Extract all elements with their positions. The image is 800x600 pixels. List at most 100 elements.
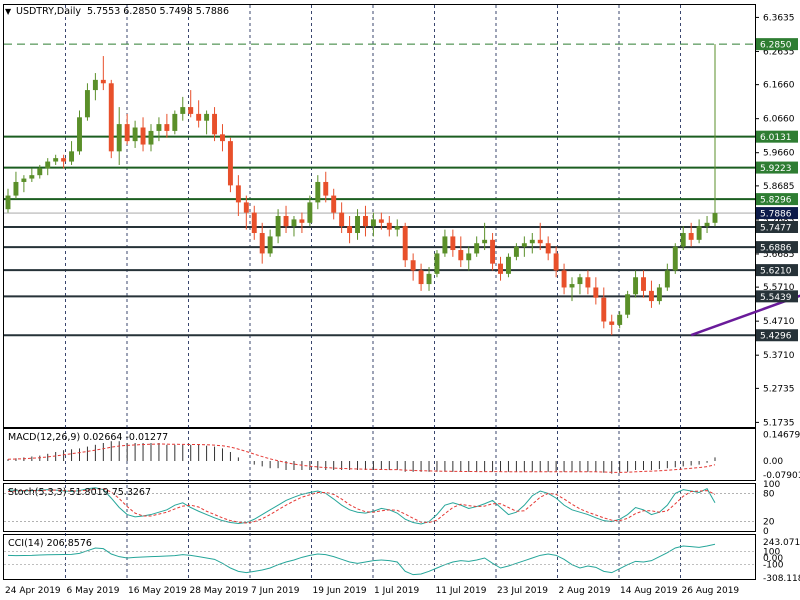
- candle-up: [466, 253, 472, 261]
- level-tag-bg: [756, 207, 798, 220]
- candle-down: [363, 216, 368, 227]
- candle-down: [339, 212, 345, 227]
- candle-up: [513, 246, 519, 257]
- stoch-label: Stoch(5,3,3) 51.8019 75.3267: [8, 487, 151, 498]
- level-tag-5-5439: 5.5439: [760, 293, 792, 303]
- cci-line: [7, 543, 716, 576]
- level-tag-5-8296: 5.8296: [760, 196, 792, 206]
- candle-up: [69, 151, 75, 162]
- macd-tick-label: 0.14679: [763, 431, 800, 441]
- date-label: 1 Jul 2019: [374, 586, 419, 596]
- candlesticks: [5, 44, 718, 336]
- candle-up: [29, 175, 35, 179]
- price-tick-label: 6.1660: [763, 81, 795, 91]
- chart-menu-arrow[interactable]: ▼: [5, 7, 12, 16]
- candle-up: [37, 168, 43, 176]
- date-label: 28 May 2019: [190, 586, 249, 596]
- candle-down: [108, 83, 114, 152]
- stoch-pane-frame: [3, 483, 756, 532]
- candle-up: [505, 256, 511, 274]
- candle-down: [378, 219, 384, 223]
- candle-down: [331, 195, 337, 213]
- candle-up: [569, 284, 575, 288]
- price-tick-label: 6.0660: [763, 115, 795, 125]
- candle-down: [235, 185, 241, 203]
- stoch-tick-label: 0: [763, 527, 769, 537]
- date-label: 11 Jul 2019: [436, 586, 487, 596]
- cci-tick-label: 100: [763, 547, 780, 557]
- date-label: 19 Jun 2019: [313, 586, 367, 596]
- date-label: 16 May 2019: [128, 586, 187, 596]
- level-tag-bg: [756, 38, 798, 51]
- candle-down: [347, 226, 353, 234]
- macd-pane-frame: [3, 428, 756, 481]
- macd-tick-label: -0.07901: [763, 471, 800, 481]
- candle-up: [656, 287, 662, 302]
- level-tags: 6.2850 6.0131 5.9223 5.8296 5.7886 5.7477 5.68…: [756, 38, 798, 342]
- candle-down: [648, 290, 654, 302]
- cci-tick-label: 243.0715: [763, 538, 800, 548]
- candle-down: [450, 236, 456, 251]
- candle-up: [307, 202, 313, 223]
- candle-up: [529, 239, 535, 244]
- candle-up: [474, 243, 480, 254]
- candle-up: [712, 213, 718, 223]
- candle-up: [77, 117, 82, 152]
- cci-tick-label: 0.00: [763, 554, 783, 564]
- candle-up: [267, 236, 273, 254]
- candle-down: [100, 79, 106, 84]
- date-label: 6 May 2019: [67, 586, 120, 596]
- stoch-d-line: [7, 488, 716, 524]
- stochastic-lines: [7, 487, 716, 525]
- level-tag-bg: [756, 329, 798, 342]
- macd-signal-line: [7, 443, 716, 473]
- level-tag-bg: [756, 290, 798, 303]
- level-tag-bg: [756, 161, 798, 174]
- candle-down: [188, 107, 194, 114]
- candle-down: [251, 212, 257, 234]
- main-pane-frame: [3, 4, 756, 428]
- price-tick-label: 5.9660: [763, 149, 795, 159]
- candle-up: [156, 124, 162, 131]
- candle-up: [45, 161, 51, 169]
- candle-down: [553, 253, 559, 271]
- macd-label: MACD(12,26,9) 0.02664 -0.01277: [8, 432, 168, 443]
- candle-up: [180, 107, 186, 114]
- candle-up: [426, 273, 432, 285]
- candle-up: [521, 243, 527, 247]
- macd-tick-label: 0.00: [763, 457, 783, 467]
- candle-down: [212, 113, 218, 135]
- candle-down: [490, 239, 496, 264]
- candle-down: [593, 287, 599, 298]
- price-tick-label: 5.3710: [763, 351, 795, 361]
- candle-up: [370, 219, 376, 227]
- candle-up: [315, 181, 321, 203]
- candle-down: [323, 181, 329, 196]
- candle-down: [688, 233, 694, 240]
- candle-up: [625, 294, 631, 315]
- candle-down: [124, 124, 130, 142]
- price-axis: 6.3635 6.2635 6.1660 6.0660 5.9660 5.8685 5.76…: [755, 13, 795, 428]
- candle-down: [227, 141, 233, 186]
- price-tick-label: 5.5710: [763, 283, 795, 293]
- date-axis: 24 Apr 2019 6 May 2019 16 May 2019 28 May 2…: [5, 586, 739, 596]
- candle-up: [394, 226, 400, 230]
- candle-up: [148, 130, 154, 145]
- candle-down: [609, 321, 615, 325]
- candle-up: [672, 246, 678, 271]
- level-tag-5-4296: 5.4296: [760, 332, 792, 342]
- price-tick-label: 5.7685: [763, 216, 795, 226]
- date-label: 7 Jun 2019: [251, 586, 300, 596]
- candle-up: [664, 270, 670, 288]
- candle-up: [617, 314, 623, 325]
- candle-down: [283, 216, 289, 227]
- trendline: [690, 294, 800, 337]
- candle-up: [5, 195, 11, 210]
- candle-down: [601, 297, 607, 322]
- level-tag-bg: [756, 130, 798, 143]
- level-tag-5-7886: 5.7886: [760, 210, 792, 220]
- candle-up: [21, 178, 27, 182]
- candle-up: [696, 226, 702, 240]
- candle-down: [537, 239, 543, 244]
